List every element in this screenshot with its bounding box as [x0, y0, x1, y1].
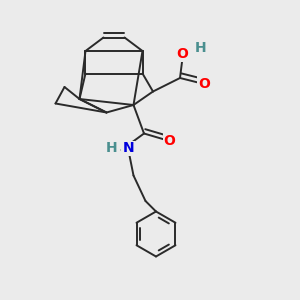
Text: O: O: [176, 47, 188, 61]
Text: N: N: [122, 142, 134, 155]
Text: O: O: [164, 134, 175, 148]
Text: O: O: [198, 77, 210, 91]
Text: H: H: [195, 41, 206, 55]
Text: H: H: [106, 142, 118, 155]
